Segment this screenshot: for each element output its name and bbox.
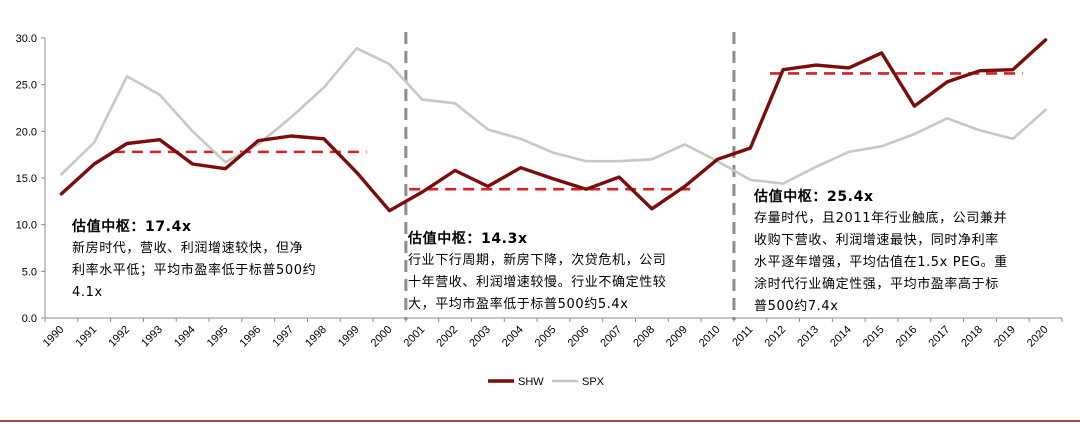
y-tick-label: 15.0 <box>16 173 37 185</box>
x-tick-label: 1991 <box>74 324 100 350</box>
x-tick-label: 2007 <box>598 324 624 350</box>
x-tick-label: 1993 <box>139 324 165 350</box>
y-tick-label: 5.0 <box>22 266 37 278</box>
annotation-heading: 估值中枢：25.4x <box>754 189 874 205</box>
x-tick-label: 2012 <box>762 324 788 350</box>
x-tick-label: 2014 <box>828 324 854 350</box>
x-tick-label: 1994 <box>172 324 198 350</box>
x-tick-label: 2001 <box>402 324 428 350</box>
series-lines <box>59 38 1048 213</box>
annotation-line: 十年营收、利润增速较慢。行业不确定性较 <box>408 275 667 290</box>
legend-label-spx: SPX <box>582 376 605 388</box>
x-tick-label: 2003 <box>467 324 493 350</box>
annotation-period-3: 估值中枢：25.4x 存量时代，且2011年行业触底，公司兼并 收购下营收、利润… <box>754 186 1008 318</box>
x-tick-label: 1990 <box>41 324 67 350</box>
annotation-line: 利率水平低；平均市盈率低于标普500约 <box>72 263 317 278</box>
legend-label-shw: SHW <box>518 376 544 388</box>
annotation-heading: 估值中枢：14.3x <box>408 231 528 247</box>
annotation-line: 行业下行周期，新房下降，次贷危机，公司 <box>408 253 667 268</box>
x-tick-label: 2002 <box>434 324 460 350</box>
x-tick-label: 1997 <box>270 324 296 350</box>
annotation-line: 4.1x <box>72 285 103 300</box>
x-tick-label: 2013 <box>795 324 821 350</box>
x-tick-label: 2005 <box>533 324 559 350</box>
y-tick-label: 20.0 <box>16 126 37 138</box>
x-tick-label: 2010 <box>697 324 723 350</box>
x-tick-label: 2008 <box>631 324 657 350</box>
series-line-shw <box>59 38 1048 213</box>
annotation-line: 普500约7.4x <box>754 299 839 314</box>
x-tick-label: 2011 <box>730 324 755 349</box>
x-tick-label: 2020 <box>1025 324 1051 350</box>
annotation-heading: 估值中枢：17.4x <box>72 219 192 235</box>
legend: SHW SPX <box>488 376 605 388</box>
annotation-line: 涂时代行业确定性强，平均市盈率高于标 <box>754 277 999 292</box>
series-line-spx <box>60 46 1047 185</box>
y-tick-label: 10.0 <box>16 220 37 232</box>
x-tick-label: 2016 <box>894 324 920 350</box>
valuation-center-lines <box>113 72 1023 191</box>
y-tick-label: 30.0 <box>16 33 37 45</box>
x-tick-label: 2018 <box>959 324 985 350</box>
x-tick-label: 2006 <box>566 324 592 350</box>
x-tick-label: 1998 <box>303 324 329 350</box>
x-tick-label: 2009 <box>664 324 690 350</box>
x-tick-label: 1999 <box>336 324 362 350</box>
x-tick-label: 2019 <box>992 324 1018 350</box>
x-tick-label: 2015 <box>861 324 887 350</box>
x-tick-label: 1992 <box>106 324 132 350</box>
x-tick-label: 2000 <box>369 324 395 350</box>
annotation-period-2: 估值中枢：14.3x 行业下行周期，新房下降，次贷危机，公司 十年营收、利润增速… <box>408 228 666 316</box>
annotation-period-1: 估值中枢：17.4x 新房时代，营收、利润增速较快，但净 利率水平低；平均市盈率… <box>72 216 316 304</box>
annotation-line: 存量时代，且2011年行业触底，公司兼并 <box>754 211 1008 226</box>
annotation-line: 新房时代，营收、利润增速较快，但净 <box>72 241 304 256</box>
x-tick-label: 2017 <box>927 324 953 350</box>
annotation-line: 收购下营收、利润增速最快，同时净利率 <box>754 233 999 248</box>
annotation-line: 水平逐年增强，平均估值在1.5x PEG。重 <box>754 255 1008 270</box>
annotation-line: 大，平均市盈率低于标普500约5.4x <box>408 297 629 312</box>
x-tick-label: 1995 <box>205 324 231 350</box>
y-tick-label: 0.0 <box>22 313 37 325</box>
y-tick-label: 25.0 <box>16 80 37 92</box>
x-tick-label: 1996 <box>238 324 264 350</box>
x-tick-label: 2004 <box>500 324 526 350</box>
